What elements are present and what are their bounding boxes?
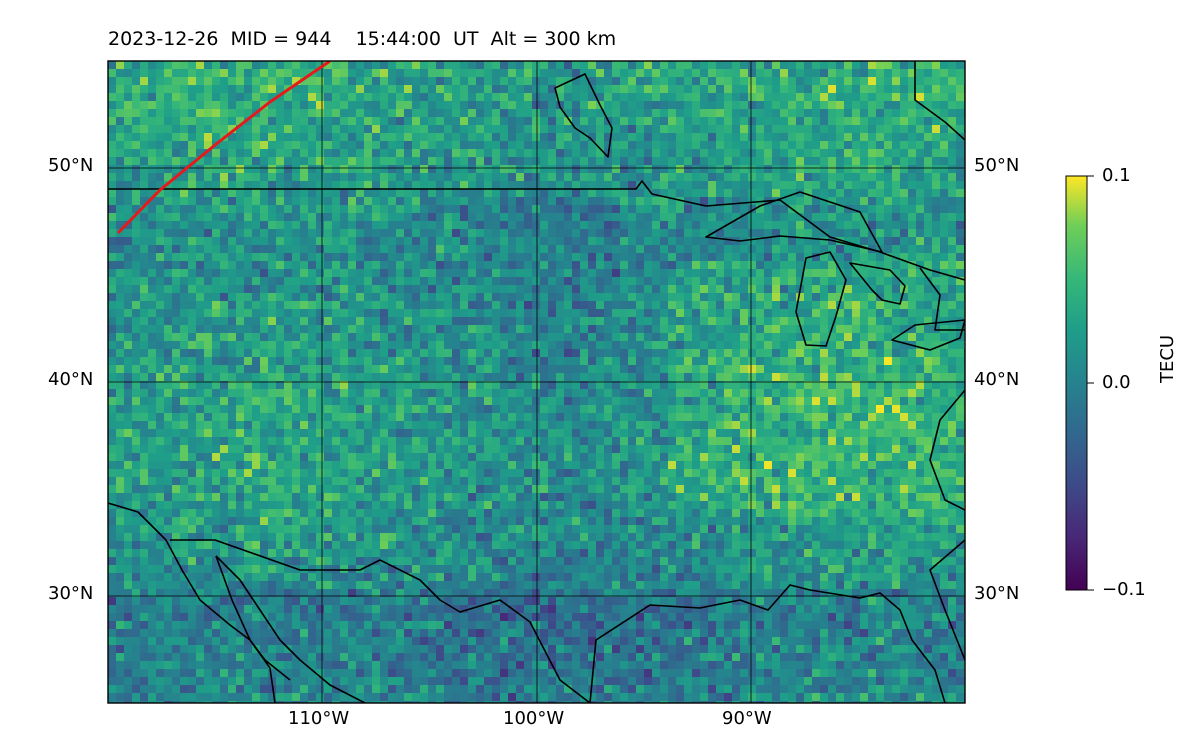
title-date: 2023-12-26	[108, 28, 219, 50]
lat-label-50-right: 50°N	[974, 155, 1020, 176]
satellite-track	[116, 61, 331, 235]
colorbar	[1065, 175, 1088, 591]
title-time: 15:44:00 UT	[355, 28, 479, 50]
lat-label-40-right: 40°N	[974, 369, 1020, 390]
lat-label-50-left: 50°N	[48, 155, 94, 176]
lon-label-100w: 100°W	[503, 708, 565, 729]
lon-label-90w: 90°W	[722, 708, 772, 729]
coastlines	[108, 61, 965, 703]
colorbar-tick-mid: 0.0	[1102, 372, 1131, 393]
map-frame	[107, 60, 966, 704]
title-mid: MID = 944	[230, 28, 332, 50]
lon-label-110w: 110°W	[288, 708, 350, 729]
tec-heatmap	[108, 61, 965, 703]
colorbar-tick-max: 0.1	[1102, 165, 1131, 186]
figure-title: 2023-12-26 MID = 944 15:44:00 UT Alt = 3…	[108, 28, 616, 50]
lat-label-30-left: 30°N	[48, 583, 94, 604]
colorbar-tick-min: −0.1	[1102, 579, 1146, 600]
lat-label-40-left: 40°N	[48, 369, 94, 390]
colorbar-label: TECU	[1157, 334, 1178, 383]
title-alt: Alt = 300 km	[490, 28, 617, 50]
lat-label-30-right: 30°N	[974, 583, 1020, 604]
